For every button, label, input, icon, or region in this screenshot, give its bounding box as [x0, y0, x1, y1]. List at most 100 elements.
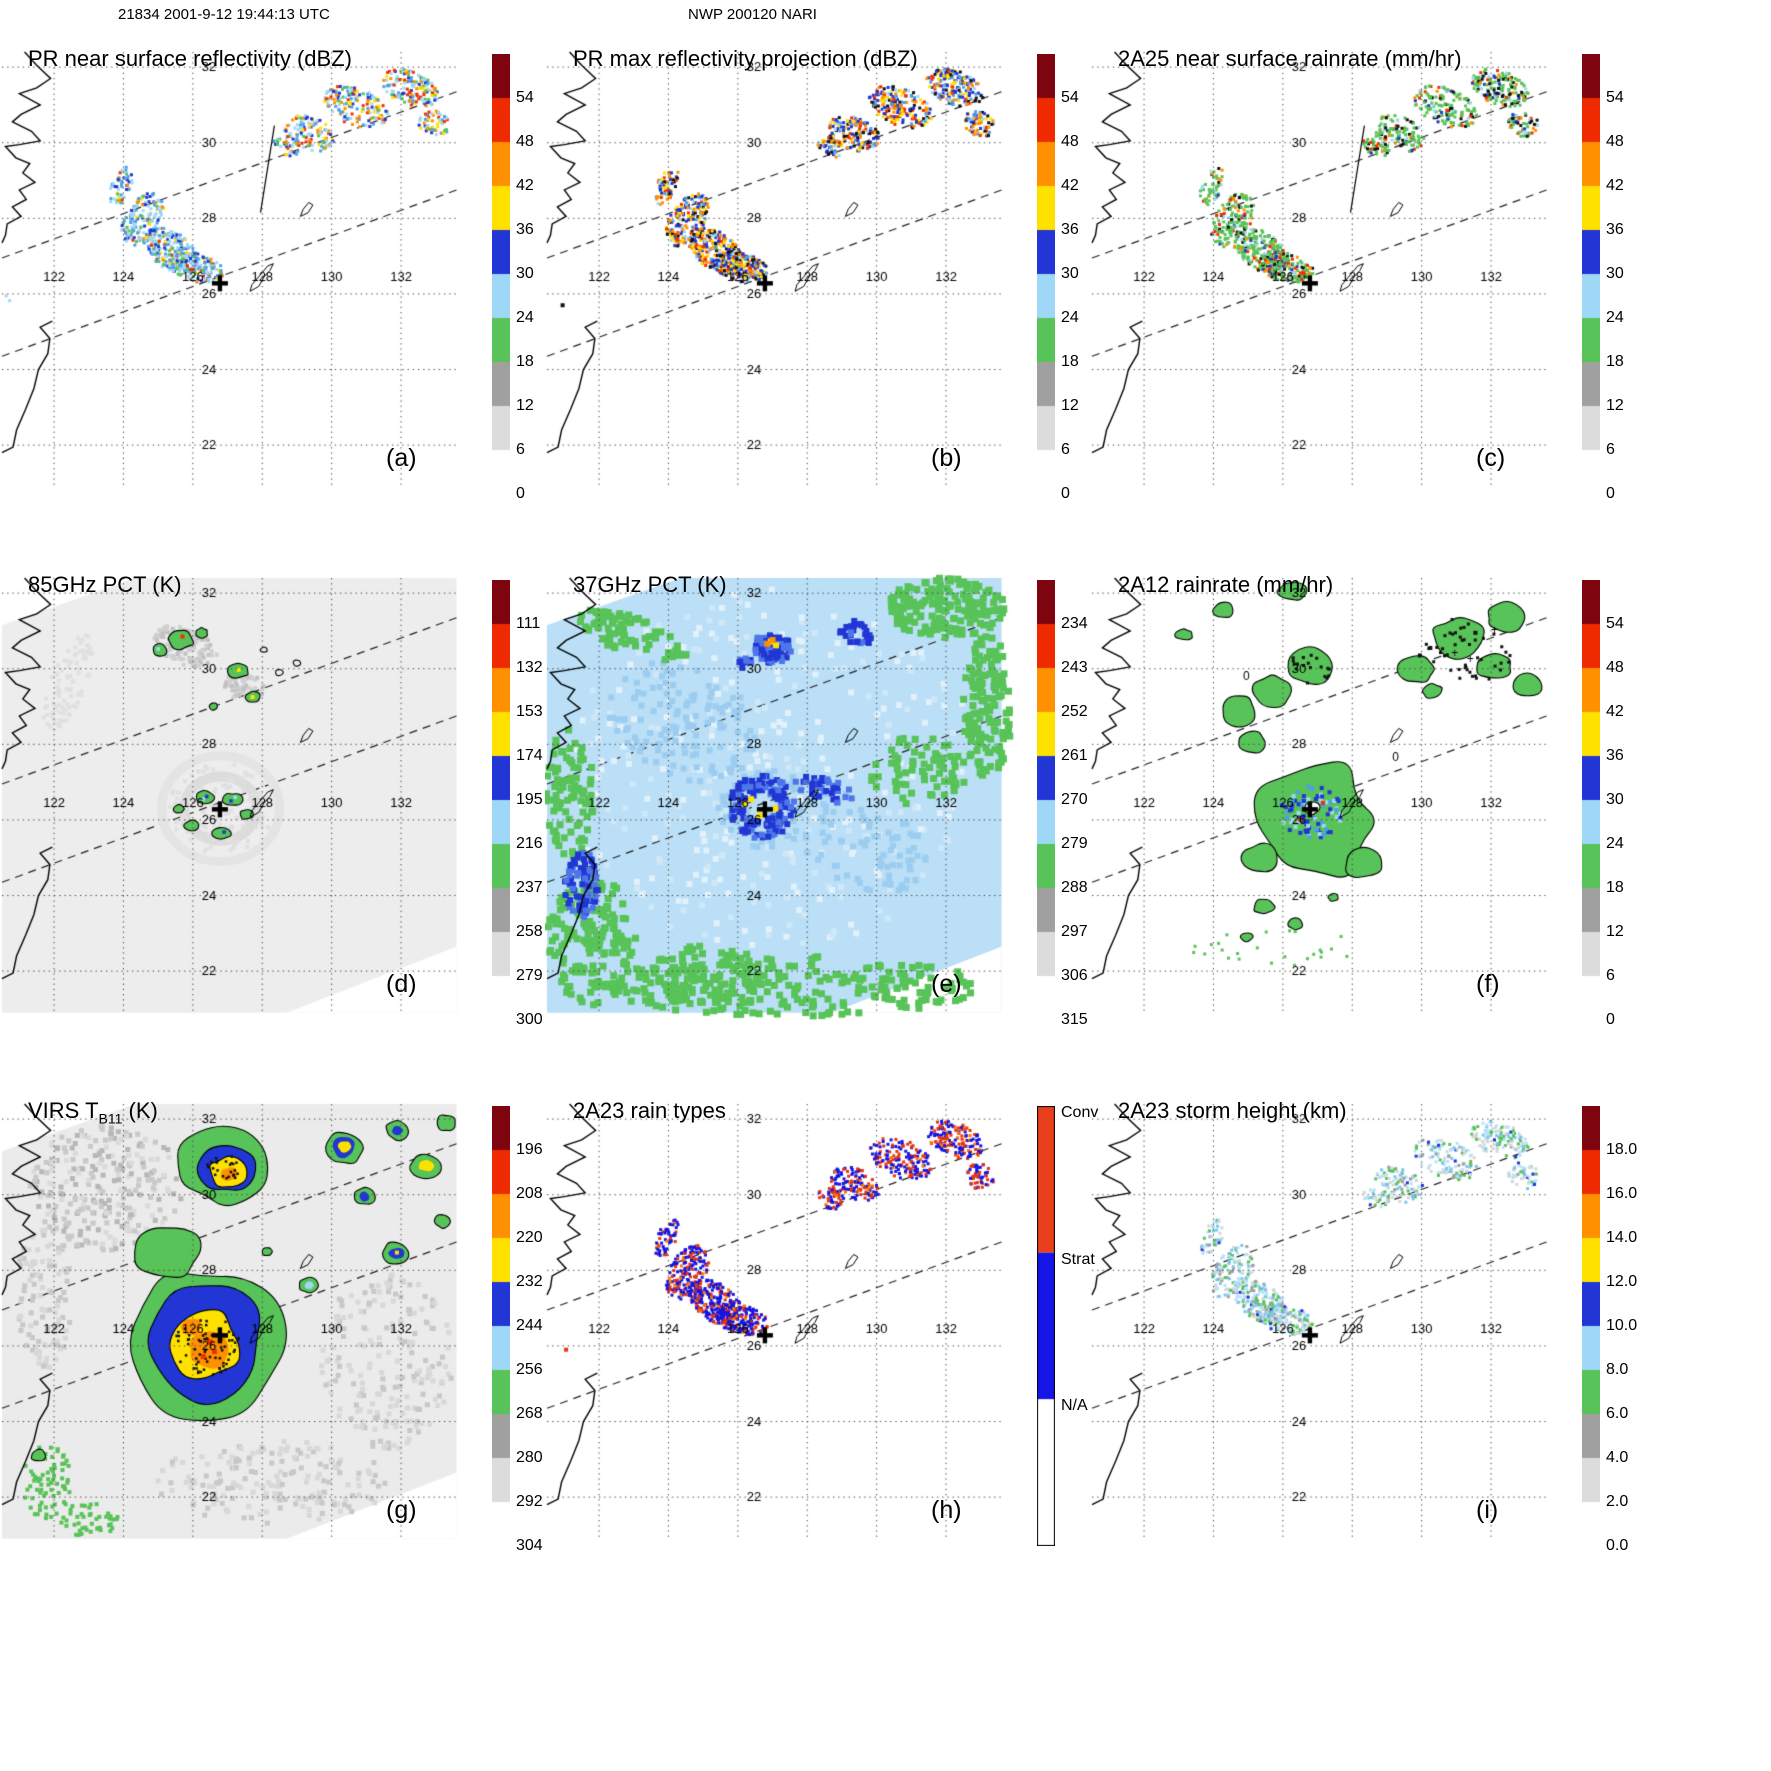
colorbar-tick-label: 111 — [516, 615, 541, 632]
colorbar-tick-label: 268 — [516, 1405, 543, 1422]
colorbar-tick-label: 16.0 — [1606, 1185, 1638, 1202]
colorbar-tick-label: 54 — [1061, 89, 1079, 106]
colorbar-labels-e: 234 243 252 261 270 279 288 297 306 315 — [1061, 580, 1133, 1042]
colorbar-tick-label: 42 — [1061, 177, 1079, 194]
colorbar-tick-label: 54 — [1606, 615, 1624, 632]
colorbar-tick-label: 30 — [1061, 265, 1079, 282]
colorbar-d — [492, 580, 510, 1020]
colorbar-tick-label: 6 — [1606, 441, 1615, 458]
panel-letter-e: (e) — [931, 970, 962, 998]
colorbar-tick-label: 30 — [516, 265, 534, 282]
colorbar-a — [492, 54, 510, 494]
panel-letter-a: (a) — [386, 444, 417, 472]
storm-name-header: NWP 200120 NARI — [688, 6, 817, 23]
colorbar-tick-label: 18 — [1061, 353, 1079, 370]
colorbar-tick-label: 36 — [1606, 221, 1624, 238]
colorbar-labels-c: 54 48 42 36 30 24 18 12 6 0 — [1606, 54, 1678, 516]
colorbar-tick-label: 208 — [516, 1185, 543, 1202]
colorbar-tick-label: 216 — [516, 835, 543, 852]
colorbar-tick-label: 0 — [1606, 1011, 1615, 1028]
colorbar-b — [1037, 54, 1055, 494]
colorbar-tick-label: 279 — [1061, 835, 1088, 852]
colorbar-tick-label: 12 — [516, 397, 534, 414]
colorbar-tick-label: 258 — [516, 923, 543, 940]
panel-h: 2A23 rain types Conv Strat N/A (h) — [545, 1076, 1137, 1588]
panel-letter-h: (h) — [931, 1496, 962, 1524]
panel-title-i: 2A23 storm height (km) — [1118, 1098, 1347, 1126]
panel-g: VIRS TB11 (K) 196 208 220 232 244 256 268 280 29… — [0, 1076, 592, 1588]
colorbar-tick-label: 48 — [516, 133, 534, 150]
panel-title-text: PR near surface reflectivity (dBZ) — [28, 46, 352, 71]
colorbar-labels-b: 54 48 42 36 30 24 18 12 6 0 — [1061, 54, 1133, 516]
colorbar-tick-label: 36 — [1606, 747, 1624, 764]
colorbar-tick-label: 153 — [516, 703, 543, 720]
colorbar-tick-label: 12.0 — [1606, 1273, 1638, 1290]
colorbar-labels-h: Conv Strat N/A — [1061, 1104, 1133, 1568]
colorbar-tick-label: 0 — [516, 485, 525, 502]
colorbar-labels-g: 196 208 220 232 244 256 268 280 292 304 — [516, 1106, 588, 1568]
colorbar-category-label: N/A — [1061, 1397, 1088, 1415]
colorbar-g — [492, 1106, 510, 1546]
colorbar-tick-label: 48 — [1606, 659, 1624, 676]
colorbar-category-label: Conv — [1061, 1104, 1099, 1121]
colorbar-labels-i: 18.0 16.0 14.0 12.0 10.0 8.0 6.0 4.0 2.0 0.0 — [1606, 1106, 1678, 1568]
panel-e: 37GHz PCT (K) 234 243 252 261 270 279 288 297 30… — [545, 550, 1137, 1062]
colorbar-tick-label: 24 — [1606, 835, 1624, 852]
colorbar-tick-label: 234 — [1061, 615, 1088, 632]
panel-title-f: 2A12 rainrate (mm/hr) — [1118, 572, 1333, 600]
colorbar-tick-label: 12 — [1606, 397, 1624, 414]
colorbar-e — [1037, 580, 1055, 1020]
colorbar-tick-label: 292 — [516, 1493, 543, 1510]
colorbar-category-label: Strat — [1061, 1250, 1095, 1268]
panel-d: 85GHz PCT (K) 111 132 153 174 195 216 237 258 27… — [0, 550, 592, 1062]
colorbar-tick-label: 279 — [516, 967, 543, 984]
panel-title-h: 2A23 rain types — [573, 1098, 726, 1126]
colorbar-tick-label: 42 — [1606, 177, 1624, 194]
colorbar-tick-label: 30 — [1606, 265, 1624, 282]
panel-title-text: 2A23 storm height (km) — [1118, 1098, 1347, 1123]
colorbar-tick-label: 297 — [1061, 923, 1088, 940]
colorbar-tick-label: 6 — [516, 441, 525, 458]
colorbar-tick-label: 300 — [516, 1011, 543, 1028]
panel-title-c: 2A25 near surface rainrate (mm/hr) — [1118, 46, 1462, 74]
colorbar-tick-label: 54 — [1606, 89, 1624, 106]
colorbar-labels-f: 54 48 42 36 30 24 18 12 6 0 — [1606, 580, 1678, 1042]
colorbar-tick-label: 36 — [1061, 221, 1079, 238]
colorbar-tick-label: 304 — [516, 1537, 543, 1554]
scan-id-header: 21834 2001-9-12 19:44:13 UTC — [118, 6, 330, 23]
panel-title-text: 37GHz PCT (K) — [573, 572, 727, 597]
colorbar-tick-label: 261 — [1061, 747, 1088, 764]
colorbar-tick-label: 24 — [516, 309, 534, 326]
panel-title-g: VIRS TB11 (K) — [28, 1098, 158, 1126]
colorbar-c — [1582, 54, 1600, 494]
panel-a: PR near surface reflectivity (dBZ) 54 48 4… — [0, 24, 592, 536]
map-canvas-c — [1090, 24, 1565, 494]
panel-letter-i: (i) — [1476, 1496, 1499, 1524]
panel-c: 2A25 near surface rainrate (mm/hr) 54 48 4… — [1090, 24, 1682, 536]
colorbar-tick-label: 0.0 — [1606, 1537, 1629, 1554]
colorbar-tick-label: 6.0 — [1606, 1405, 1629, 1422]
colorbar-tick-label: 196 — [516, 1141, 543, 1158]
map-canvas-e — [545, 550, 1020, 1020]
colorbar-tick-label: 195 — [516, 791, 543, 808]
colorbar-tick-label: 6 — [1061, 441, 1070, 458]
panel-letter-f: (f) — [1476, 970, 1500, 998]
panel-title-b: PR max reflectivity projection (dBZ) — [573, 46, 918, 74]
colorbar-tick-label: 24 — [1606, 309, 1624, 326]
colorbar-tick-label: 174 — [516, 747, 543, 764]
colorbar-tick-label: 220 — [516, 1229, 543, 1246]
map-canvas-a — [0, 24, 475, 494]
colorbar-tick-label: 36 — [516, 221, 534, 238]
colorbar-tick-label: 42 — [1606, 703, 1624, 720]
panel-letter-g: (g) — [386, 1496, 417, 1524]
colorbar-tick-label: 18 — [1606, 353, 1624, 370]
colorbar-tick-label: 48 — [1606, 133, 1624, 150]
colorbar-tick-label: 18 — [516, 353, 534, 370]
panel-title-d: 85GHz PCT (K) — [28, 572, 182, 600]
colorbar-tick-label: 4.0 — [1606, 1449, 1629, 1466]
map-canvas-b — [545, 24, 1020, 494]
map-canvas-d — [0, 550, 475, 1020]
map-canvas-g — [0, 1076, 475, 1546]
colorbar-tick-label: 12 — [1606, 923, 1624, 940]
